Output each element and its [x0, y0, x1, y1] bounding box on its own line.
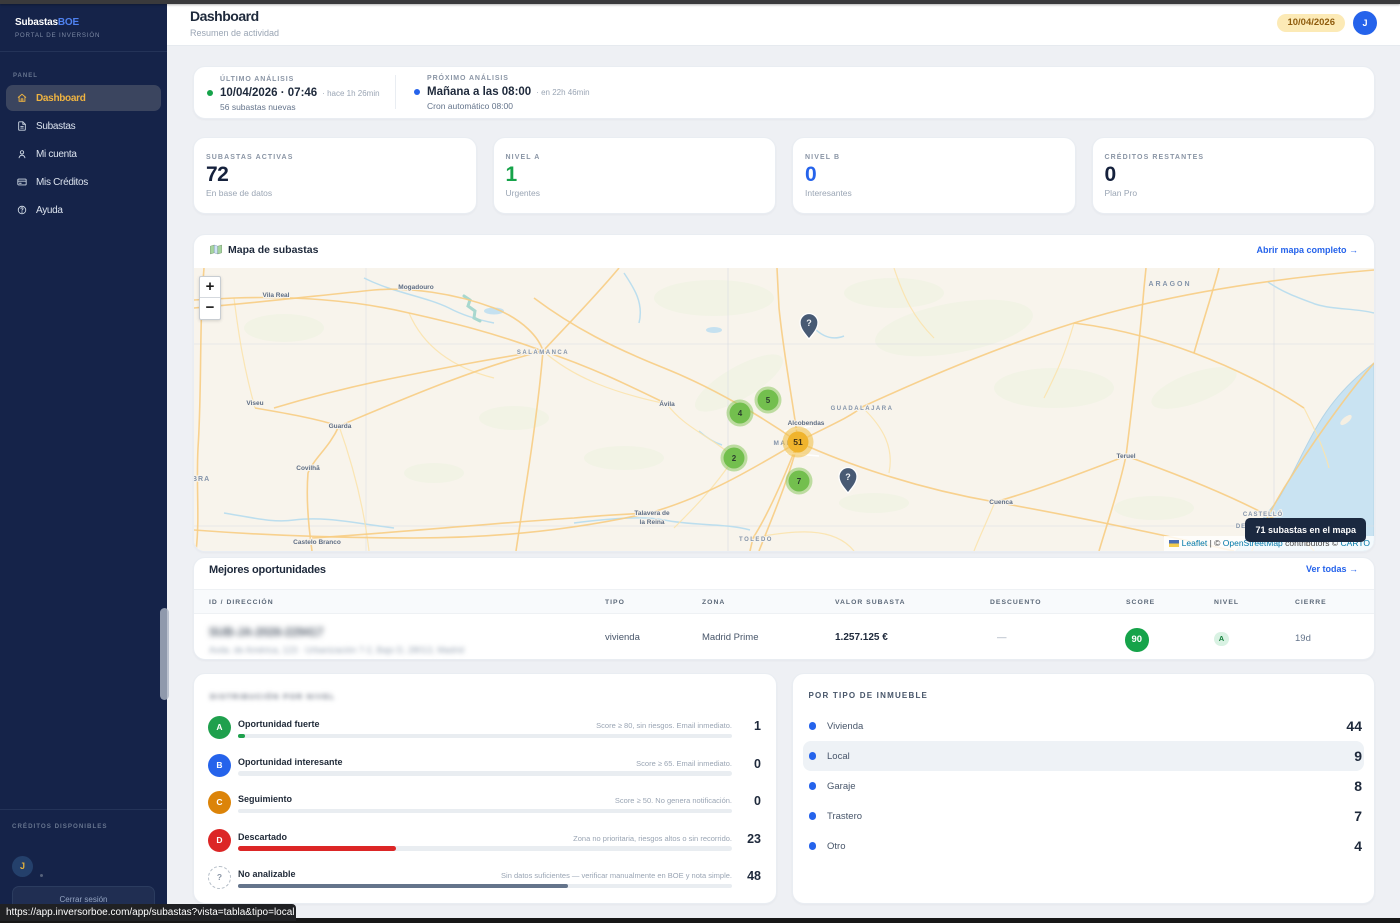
- svg-text:GUADALAJARA: GUADALAJARA: [831, 406, 894, 412]
- svg-text:Covilhã: Covilhã: [296, 465, 320, 472]
- svg-text:Vila Real: Vila Real: [263, 292, 290, 299]
- svg-text:Guarda: Guarda: [329, 423, 352, 430]
- svg-text:Cuenca: Cuenca: [989, 499, 1013, 506]
- svg-text:?: ?: [845, 472, 851, 482]
- svg-text:2: 2: [732, 454, 737, 463]
- svg-text:4: 4: [738, 409, 743, 418]
- svg-text:Alcobendas: Alcobendas: [788, 420, 825, 427]
- svg-text:la Reina: la Reina: [640, 519, 665, 526]
- svg-text:51: 51: [793, 437, 803, 447]
- svg-text:ARAGON: ARAGON: [1148, 281, 1191, 288]
- svg-text:Castelo Branco: Castelo Branco: [293, 539, 341, 546]
- svg-text:?: ?: [806, 318, 812, 328]
- svg-text:TOLEDO: TOLEDO: [739, 537, 773, 543]
- svg-text:BRA: BRA: [194, 476, 210, 483]
- svg-text:5: 5: [766, 396, 771, 405]
- svg-text:SALAMANCA: SALAMANCA: [517, 350, 569, 356]
- svg-text:Viseu: Viseu: [246, 400, 263, 407]
- svg-text:CASTELLÓ: CASTELLÓ: [1243, 510, 1283, 518]
- svg-text:7: 7: [797, 477, 802, 486]
- svg-text:Mogadouro: Mogadouro: [398, 284, 433, 291]
- svg-text:DE: DE: [1236, 524, 1246, 530]
- svg-text:Ávila: Ávila: [659, 399, 675, 408]
- svg-text:Talavera de: Talavera de: [634, 510, 670, 517]
- svg-text:Teruel: Teruel: [1116, 453, 1135, 460]
